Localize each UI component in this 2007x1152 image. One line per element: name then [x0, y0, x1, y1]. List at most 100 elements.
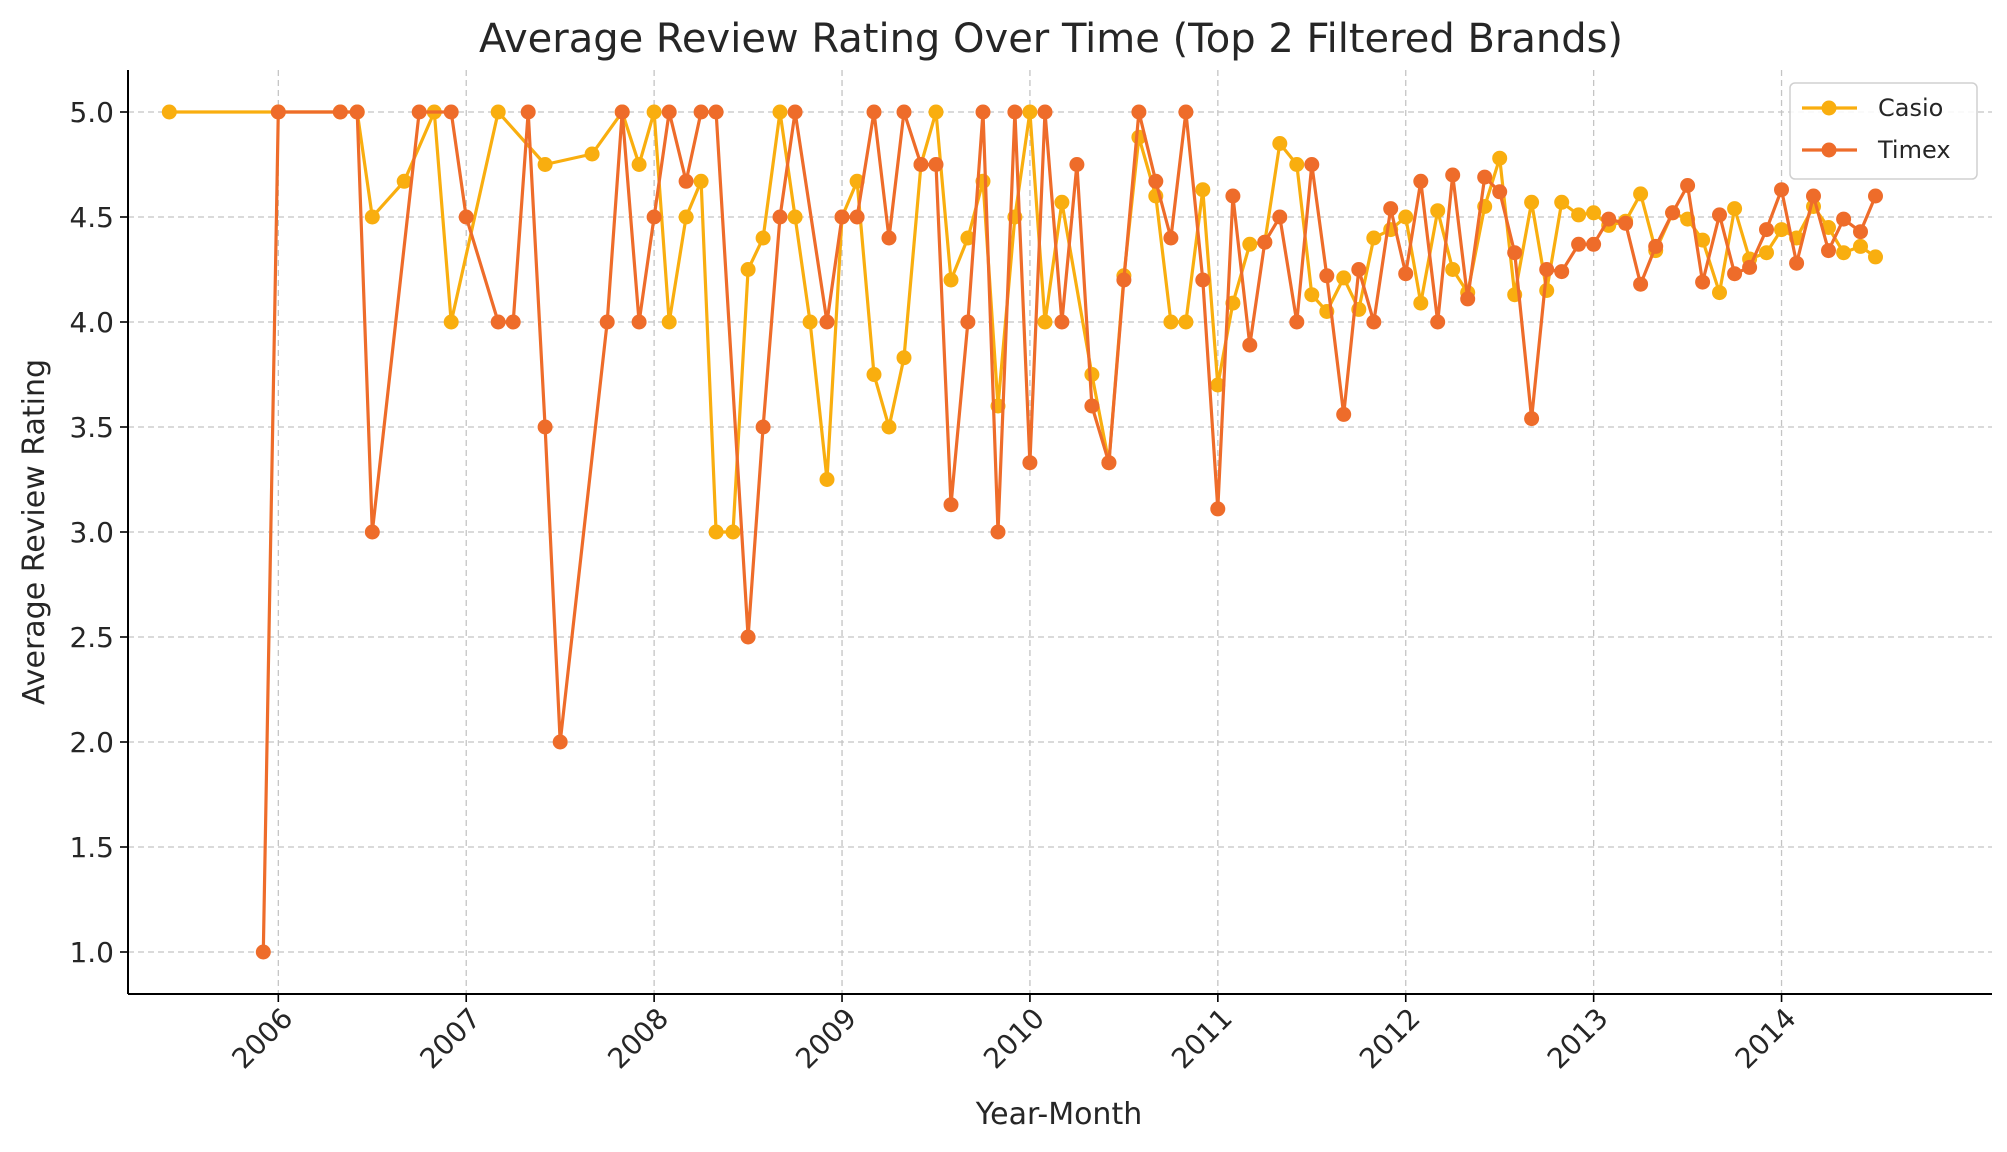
data-point [1022, 455, 1038, 471]
data-point [1586, 205, 1602, 221]
data-point [866, 104, 882, 120]
y-tick-label: 1.0 [69, 936, 114, 969]
data-point [1336, 406, 1352, 422]
data-point [1601, 211, 1617, 227]
data-point [1524, 411, 1540, 427]
series-timex [255, 104, 1883, 960]
data-point [161, 104, 177, 120]
data-point [1195, 182, 1211, 198]
series-layer [161, 104, 1883, 960]
data-point [678, 173, 694, 189]
data-point [443, 314, 459, 330]
legend-label: Timex [1877, 136, 1951, 164]
data-point [755, 230, 771, 246]
data-point [1148, 173, 1164, 189]
data-point [1037, 314, 1053, 330]
data-point [990, 524, 1006, 540]
data-point [520, 104, 536, 120]
data-point [960, 230, 976, 246]
data-point [1727, 201, 1743, 217]
data-point [1178, 104, 1194, 120]
data-point [693, 104, 709, 120]
data-point [396, 173, 412, 189]
data-point [490, 104, 506, 120]
data-point [1430, 314, 1446, 330]
data-point [614, 104, 630, 120]
data-point [693, 173, 709, 189]
y-tick-label: 1.5 [69, 831, 114, 864]
y-axis-label: Average Review Rating [17, 359, 52, 705]
x-axis-ticks: 2006 2007 2008 2009 2010 2011 2012 2013 2014 [226, 994, 1803, 1076]
data-point [1633, 276, 1649, 292]
data-point [1398, 209, 1414, 225]
data-point [631, 314, 647, 330]
data-point [1319, 268, 1335, 284]
y-tick-label: 3.5 [69, 411, 114, 444]
data-point [787, 104, 803, 120]
data-point [960, 314, 976, 330]
data-point [1304, 157, 1320, 172]
data-point [1712, 285, 1727, 301]
data-point [1618, 215, 1634, 231]
data-point [599, 314, 615, 330]
y-tick-label: 4.5 [69, 201, 114, 234]
data-point [1836, 245, 1852, 261]
data-point [443, 104, 459, 120]
data-point [1116, 272, 1132, 288]
data-point [1178, 314, 1194, 330]
data-point [740, 629, 756, 645]
data-point [1539, 262, 1555, 277]
data-point [505, 314, 521, 330]
data-point [1586, 236, 1602, 252]
data-point [1366, 230, 1382, 246]
data-point [1445, 167, 1461, 183]
data-point [1727, 266, 1743, 282]
data-point [270, 104, 286, 120]
data-point [1460, 291, 1476, 307]
data-point [1007, 104, 1023, 120]
data-point [787, 209, 803, 225]
data-point [1398, 266, 1414, 282]
legend-label: Casio [1878, 94, 1943, 122]
data-point [255, 944, 271, 960]
data-point [1163, 230, 1179, 246]
y-tick-label: 2.5 [69, 621, 114, 654]
data-point [881, 419, 897, 435]
data-point [1413, 295, 1429, 311]
data-point [1742, 259, 1758, 275]
data-point [881, 230, 897, 246]
data-point [1084, 367, 1100, 382]
data-point [1680, 178, 1696, 193]
data-point [646, 104, 662, 120]
data-point [537, 419, 553, 435]
data-point [661, 314, 677, 330]
data-point [1759, 245, 1774, 261]
data-point [1210, 501, 1226, 517]
data-point [1507, 245, 1523, 261]
data-point [896, 350, 912, 366]
data-point [772, 209, 788, 225]
x-axis-label: Year-Month [975, 1097, 1142, 1132]
data-point [1242, 236, 1258, 252]
data-point [849, 209, 865, 225]
data-point [1524, 194, 1540, 210]
data-point [1774, 222, 1789, 238]
x-tick-label: 2014 [1729, 1002, 1803, 1076]
x-tick-label: 2012 [1353, 1002, 1427, 1076]
data-point [708, 524, 724, 540]
data-point [1257, 234, 1273, 250]
data-point [1272, 136, 1288, 151]
data-point [755, 419, 771, 435]
y-tick-label: 3.0 [69, 516, 114, 549]
legend-marker [1821, 100, 1837, 116]
y-tick-label: 2.0 [69, 726, 114, 759]
data-point [1477, 169, 1493, 185]
data-point [1289, 157, 1305, 172]
data-point [1069, 157, 1085, 172]
data-point [772, 104, 788, 120]
data-point [1289, 314, 1305, 330]
data-point [1131, 104, 1147, 120]
data-point [1492, 184, 1508, 200]
data-point [364, 524, 380, 540]
